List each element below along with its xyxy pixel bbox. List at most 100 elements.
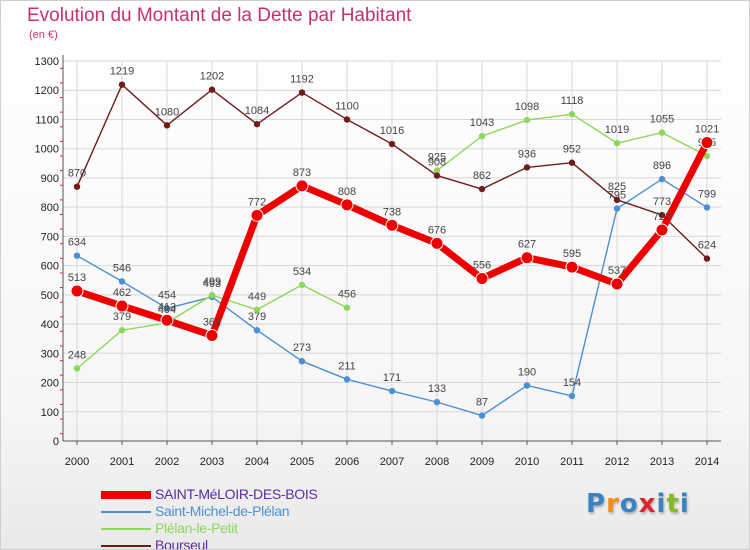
series-2-point [523,116,531,124]
legend-swatch [101,528,151,530]
proxiti-logo: Proxiti [586,489,690,519]
series-3-point [523,164,531,171]
series-1-data-label: 87 [476,397,488,409]
chart-title: Evolution du Montant de la Dette par Hab… [27,5,412,26]
logo-letter: o [619,489,639,519]
chart-unit: (en €) [29,29,58,41]
series-0-data-label: 627 [518,239,536,251]
series-3-point [73,183,81,190]
series-0-point [250,208,264,222]
series-0-data-label: 413 [158,301,176,313]
legend-swatch [101,491,151,499]
series-0-point [385,218,399,232]
series-3-data-label: 1192 [290,74,314,86]
x-tick-label: 2014 [695,456,719,468]
logo-letter: i [656,489,667,519]
y-tick-label: 800 [41,202,59,214]
legend-label: SAINT-MéLOIR-DES-BOIS [155,486,318,502]
x-tick-label: 2000 [65,456,89,468]
series-0-data-label: 513 [68,272,86,284]
series-0-point [565,260,579,274]
series-0-point [340,198,354,212]
y-tick-label: 400 [41,319,59,331]
y-tick-label: 500 [41,290,59,302]
series-1-data-label: 379 [248,311,266,323]
series-2-point [118,327,126,334]
series-1-data-label: 154 [563,377,581,389]
y-tick-label: 1200 [35,85,59,97]
series-0-point [160,313,174,327]
series-0-point [205,328,219,342]
series-2-data-label: 499 [203,276,221,288]
series-3-data-label: 1084 [245,105,269,117]
series-2-data-label: 1043 [470,117,494,129]
series-3-data-label: 1016 [380,125,404,137]
series-1-point [433,398,441,406]
series-1-point [298,358,306,365]
series-0-point [655,223,669,237]
y-tick-label: 900 [41,173,59,185]
series-1-point [703,204,711,211]
series-3-data-label: 773 [653,196,671,208]
series-3-data-label: 936 [518,148,536,160]
x-tick-label: 2011 [560,456,584,468]
series-1-data-label: 493 [203,278,221,290]
series-1-data-label: 171 [383,372,401,384]
series-1-point [163,305,171,312]
series-2-point [73,365,81,372]
series-2-point [658,129,666,136]
series-3-data-label: 624 [698,240,716,252]
series-3-point [478,185,486,193]
y-tick-label: 1000 [35,144,59,156]
series-1-data-label: 190 [518,366,536,378]
legend-label: Bourseul [155,537,208,550]
y-tick-label: 100 [41,407,59,419]
series-1-point [343,376,351,383]
series-3-data-label: 1202 [200,71,224,83]
series-0-data-label: 595 [563,248,581,260]
series-3-data-label: 1219 [110,66,134,78]
series-3-data-label: 1100 [335,100,359,112]
x-tick-label: 2001 [110,456,134,468]
x-tick-label: 2005 [290,456,314,468]
series-2-point [208,291,216,299]
series-2-data-label: 1118 [561,95,584,107]
series-3-data-label: 908 [428,157,446,169]
series-0-point [610,277,624,291]
series-1-point [568,392,576,400]
series-3-data-label: 952 [563,144,581,156]
series-2-data-label: 1098 [515,101,539,113]
y-tick-label: 300 [41,348,59,360]
series-2-data-label: 534 [293,266,311,278]
series-3-point [118,81,126,88]
x-tick-label: 2004 [245,456,269,468]
x-tick-label: 2013 [650,456,674,468]
series-2-point [343,304,351,311]
series-3-point [253,120,261,128]
series-2-data-label: 379 [113,311,131,323]
series-0-point [295,179,309,193]
series-3-point [388,140,396,148]
series-3-data-label: 862 [473,170,491,182]
x-tick-label: 2010 [515,456,539,468]
y-tick-label: 600 [41,261,59,273]
series-3-point [343,116,351,123]
series-1-data-label: 211 [338,360,356,372]
series-0-point [520,251,534,265]
x-tick-label: 2006 [335,456,359,468]
legend-label: Plélan-le-Petit [155,520,238,536]
series-0-point [115,299,129,313]
series-0-data-label: 361 [203,316,221,328]
y-tick-label: 700 [41,231,59,243]
series-2-data-label: 1055 [650,114,674,126]
series-2-point [298,281,306,289]
series-0-data-label: 462 [113,287,131,299]
series-2-point [433,167,441,174]
legend-label: Saint-Michel-de-Plélan [155,503,290,519]
series-2-point [568,111,576,118]
x-tick-label: 2002 [155,456,179,468]
series-3-data-label: 870 [68,168,86,180]
series-1-point [388,387,396,395]
series-1-data-label: 896 [653,160,671,172]
series-3-data-label: 825 [608,181,626,193]
